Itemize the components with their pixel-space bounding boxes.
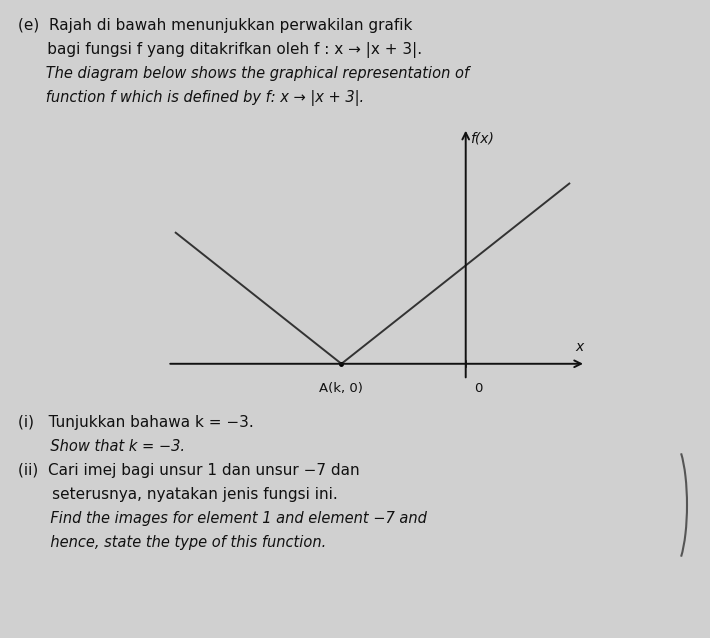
Text: Show that k = −3.: Show that k = −3. — [18, 439, 185, 454]
Text: f(x): f(x) — [470, 131, 493, 145]
Text: (ii)  Cari imej bagi unsur 1 dan unsur −7 dan: (ii) Cari imej bagi unsur 1 dan unsur −7… — [18, 463, 360, 478]
Text: The diagram below shows the graphical representation of: The diagram below shows the graphical re… — [18, 66, 469, 81]
Text: seterusnya, nyatakan jenis fungsi ini.: seterusnya, nyatakan jenis fungsi ini. — [18, 487, 338, 502]
Text: 0: 0 — [474, 382, 482, 395]
Text: hence, state the type of this function.: hence, state the type of this function. — [18, 535, 327, 550]
Text: Find the images for element 1 and element −7 and: Find the images for element 1 and elemen… — [18, 511, 427, 526]
Text: bagi fungsi f yang ditakrifkan oleh f : x → |x + 3|.: bagi fungsi f yang ditakrifkan oleh f : … — [18, 42, 422, 58]
Text: A(k, 0): A(k, 0) — [320, 382, 364, 395]
Text: (i)   Tunjukkan bahawa k = −3.: (i) Tunjukkan bahawa k = −3. — [18, 415, 253, 430]
Text: function f which is defined by f: x → |x + 3|.: function f which is defined by f: x → |x… — [18, 90, 364, 106]
Text: (e)  Rajah di bawah menunjukkan perwakilan grafik: (e) Rajah di bawah menunjukkan perwakila… — [18, 18, 413, 33]
Text: x: x — [576, 340, 584, 354]
